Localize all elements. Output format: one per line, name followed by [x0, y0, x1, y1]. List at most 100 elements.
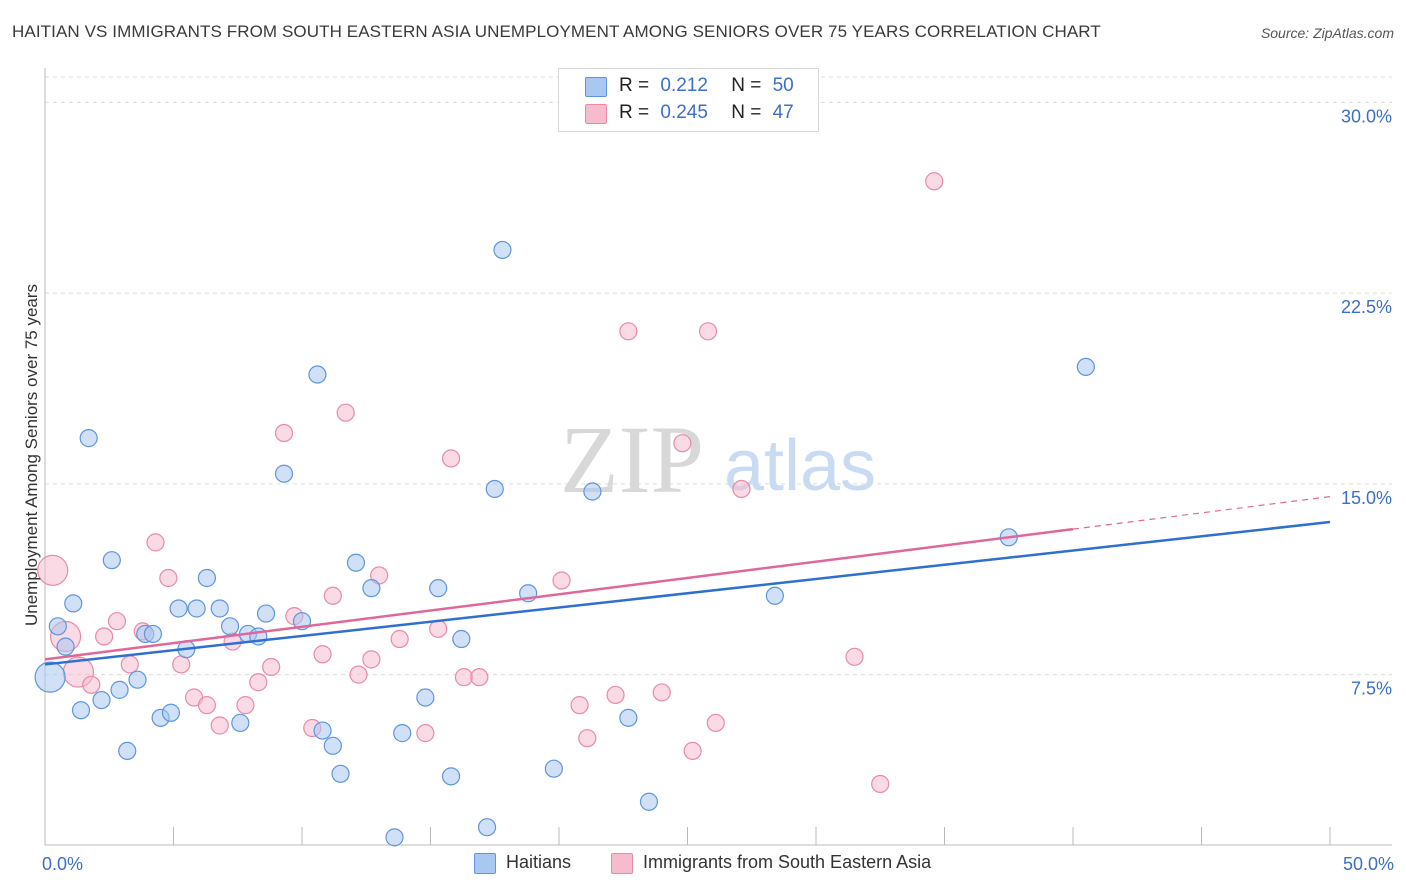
sea-point — [606, 685, 625, 705]
haitians-point — [308, 365, 327, 384]
sea-point — [871, 774, 890, 794]
haitians-point — [765, 586, 784, 605]
r-label: R = — [619, 75, 650, 96]
sea-point — [323, 586, 342, 605]
y-axis-title: Unemployment Among Seniors over 75 years — [22, 283, 41, 627]
r-value: 0.245 — [660, 102, 708, 123]
haitians-point — [441, 767, 461, 786]
haitians-point — [48, 617, 67, 636]
sea-point — [82, 675, 101, 694]
sea-point — [313, 645, 332, 664]
sea-point — [274, 423, 294, 443]
haitians-point — [79, 429, 98, 448]
sea-point — [578, 729, 597, 748]
haitians-point — [231, 713, 250, 733]
haitians-point — [385, 828, 404, 847]
haitians-point — [331, 764, 350, 783]
haitians-point — [92, 690, 111, 710]
sea-trend-line — [44, 527, 1074, 661]
sea-point — [619, 322, 638, 341]
haitians-point — [143, 624, 163, 644]
sea-point — [706, 713, 725, 733]
sea-point — [416, 724, 435, 743]
sea-point — [732, 479, 751, 499]
haitians-point — [128, 670, 147, 689]
sea-trend-line-extension — [1072, 496, 1331, 530]
axes — [44, 68, 1392, 846]
sea-point — [146, 533, 165, 552]
haitians-point — [452, 629, 471, 649]
haitians-point — [256, 604, 276, 623]
haitians-point — [346, 553, 366, 572]
watermark-zip: ZIP — [560, 406, 704, 513]
haitians-point — [313, 721, 332, 740]
sea-point — [210, 716, 229, 735]
haitians-point — [169, 599, 188, 618]
sea-point — [454, 668, 474, 687]
haitians-point — [102, 551, 121, 570]
sea-point — [262, 657, 281, 677]
sea-point — [159, 568, 178, 588]
haitians-point — [71, 701, 91, 720]
haitians-point — [493, 240, 512, 260]
haitians-point — [161, 703, 181, 722]
haitians-legend-label: Haitians — [506, 852, 572, 872]
sea-point — [390, 629, 409, 649]
trend-lines — [44, 496, 1331, 666]
sea-swatch-icon — [585, 104, 607, 124]
haitians-point — [1076, 357, 1095, 377]
haitians-point — [544, 759, 563, 778]
haitians-point — [485, 479, 504, 499]
sea-legend-label: Immigrants from South Eastern Asia — [643, 852, 932, 872]
haitians-point — [110, 680, 129, 699]
haitians-swatch-icon — [585, 77, 607, 97]
sea-point — [349, 665, 368, 684]
haitians-point — [34, 661, 66, 693]
y-tick-label: 30.0% — [1341, 106, 1392, 126]
haitians-point — [619, 708, 638, 727]
sea-point — [441, 449, 461, 468]
haitians-point — [429, 579, 448, 598]
haitians-point — [56, 637, 75, 656]
n-value: 50 — [772, 75, 794, 96]
sea-point — [683, 741, 702, 761]
sea-legend-icon — [611, 853, 633, 874]
n-label: N = — [731, 75, 762, 96]
haitians-point — [323, 736, 342, 755]
haitians-legend-icon — [474, 853, 496, 874]
y-tick-label: 7.5% — [1351, 679, 1392, 699]
chart-title: HAITIAN VS IMMIGRANTS FROM SOUTH EASTERN… — [12, 22, 1101, 41]
sea-point — [673, 434, 692, 453]
sea-point — [197, 696, 217, 715]
sea-point — [698, 322, 718, 341]
y-tick-label: 15.0% — [1341, 488, 1392, 508]
haitians-point — [416, 688, 435, 707]
sea-point — [336, 403, 355, 422]
haitians-point — [393, 724, 412, 743]
x-tick-label: 50.0% — [1343, 854, 1394, 874]
n-label: N = — [731, 102, 762, 123]
legend-text-sea: R = 0.245 N = 47 — [619, 102, 794, 124]
haitians-point — [477, 818, 497, 837]
data-points — [34, 172, 1095, 847]
grid-lines — [45, 76, 1392, 676]
sea-point — [236, 696, 255, 715]
y-tick-label: 22.5% — [1341, 297, 1392, 317]
haitians-point — [210, 599, 229, 618]
sea-point — [37, 554, 69, 586]
haitians-point — [64, 594, 83, 613]
sea-point — [552, 571, 571, 590]
haitians-point — [362, 579, 381, 598]
haitians-point — [187, 599, 206, 618]
haitians-point — [118, 741, 137, 761]
sea-point — [845, 647, 864, 666]
sea-point — [429, 619, 448, 638]
sea-point — [362, 650, 381, 669]
sea-point — [249, 673, 268, 692]
haitians-point — [197, 568, 217, 588]
correlation-legend: R = 0.212 N = 50 R = 0.245 N = 47 — [558, 68, 819, 132]
r-label: R = — [619, 102, 650, 123]
haitians-point — [220, 617, 240, 636]
tick-labels: 7.5% 15.0% 22.5% 30.0% 0.0% 50.0% — [42, 106, 1394, 874]
